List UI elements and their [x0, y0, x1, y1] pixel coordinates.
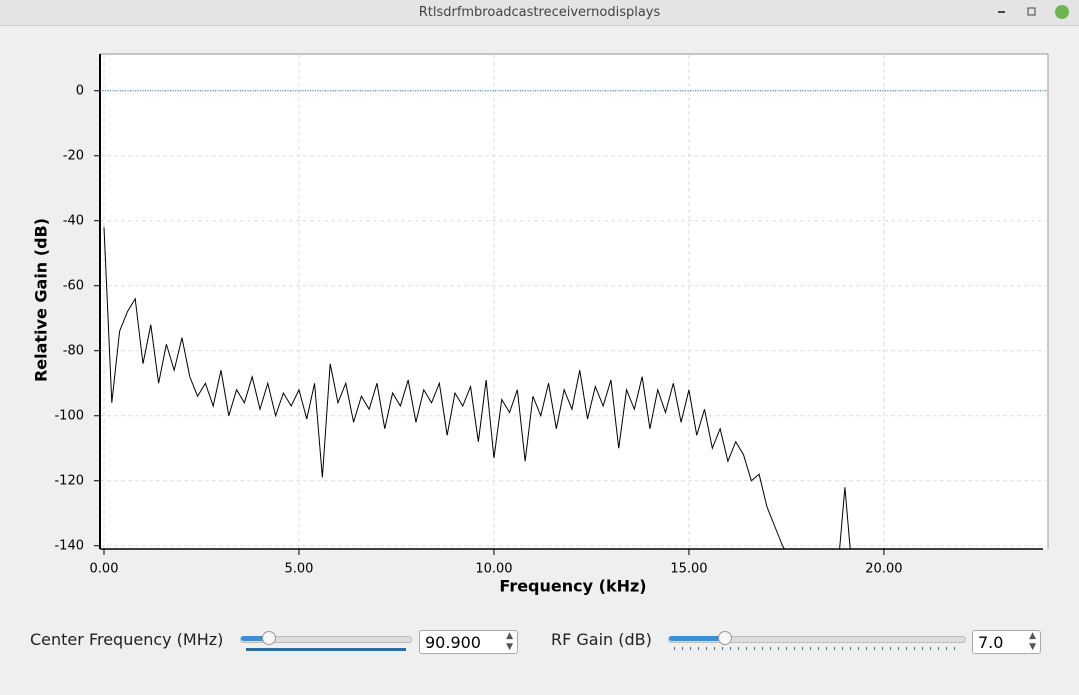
slider-underline [246, 648, 406, 651]
spin-box[interactable]: 7.0 ▲ ▼ [972, 630, 1041, 654]
x-axis-label: Frequency (kHz) [499, 577, 646, 596]
maximize-button[interactable] [1027, 7, 1036, 16]
slider-knob[interactable] [718, 631, 732, 645]
y-tick-label: -60 [63, 278, 84, 293]
close-button[interactable] [1055, 5, 1069, 19]
control-label: Center Frequency (MHz) [30, 630, 224, 649]
spin-arrows[interactable]: ▲ ▼ [1029, 631, 1036, 652]
window-buttons [998, 5, 1069, 19]
slider-fill [669, 636, 725, 641]
slider-track[interactable] [240, 636, 412, 643]
y-tick-label: -20 [63, 148, 84, 163]
x-tick-label: 20.00 [865, 562, 902, 577]
slider-fill [241, 636, 268, 641]
y-tick-label: -140 [54, 538, 84, 553]
x-tick-label: 5.00 [284, 562, 313, 577]
control-label: RF Gain (dB) [551, 630, 652, 649]
slider-ticks [674, 647, 960, 650]
title-bar: Rtlsdrfmbroadcastreceivernodisplays [0, 0, 1079, 26]
spin-arrows[interactable]: ▲ ▼ [506, 631, 513, 652]
slider-track[interactable] [668, 636, 966, 643]
x-tick-label: 15.00 [670, 562, 707, 577]
spectrum-line [103, 227, 851, 549]
spin-box[interactable]: 90.900 ▲ ▼ [419, 630, 518, 654]
y-tick-label: -100 [54, 408, 84, 423]
x-tick-label: 10.00 [475, 562, 512, 577]
spin-value[interactable]: 90.900 [425, 633, 481, 652]
y-axis-label: Relative Gain (dB) [32, 218, 51, 382]
window-title: Rtlsdrfmbroadcastreceivernodisplays [418, 5, 661, 20]
slider-knob[interactable] [262, 631, 276, 645]
y-tick-label: 0 [76, 83, 84, 98]
chart: Relative Gain (dB) Frequency (kHz) 0 -20 -… [32, 53, 1049, 596]
spin-value[interactable]: 7.0 [978, 633, 1004, 652]
y-tick-label: -80 [63, 343, 84, 358]
y-tick-label: -40 [63, 213, 84, 228]
x-tick-label: 0.00 [90, 562, 119, 577]
y-tick-label: -120 [54, 473, 84, 488]
plot-area [100, 55, 1048, 549]
